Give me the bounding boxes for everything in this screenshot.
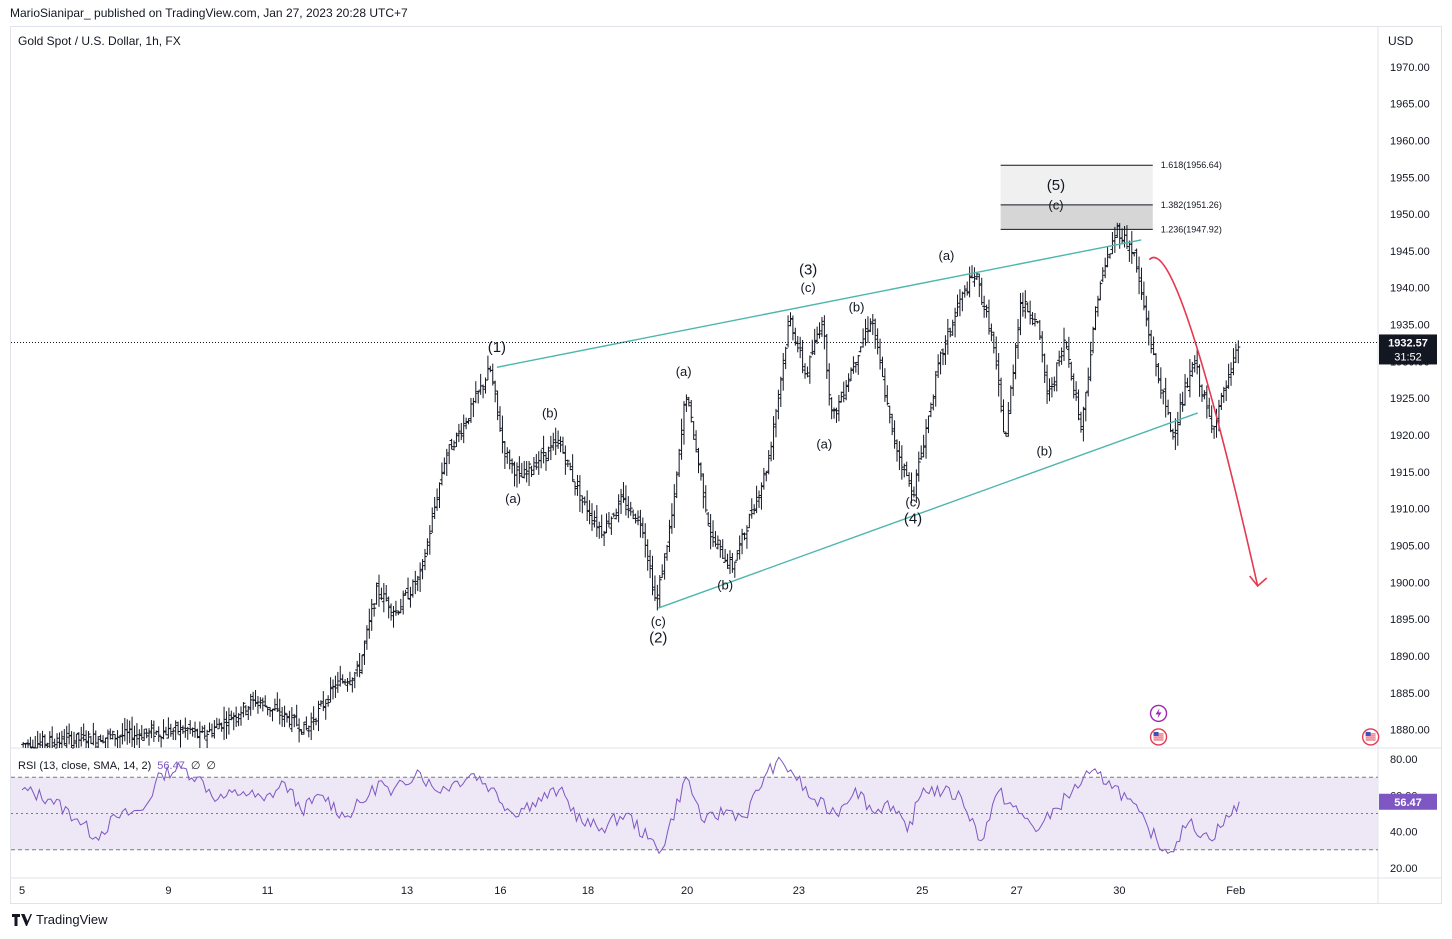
price-tick-label: 1945.00 <box>1390 246 1430 258</box>
wave-label-major[interactable]: (4) <box>904 510 922 527</box>
fib-level-label: 1.618(1956.64) <box>1161 160 1222 170</box>
wave-label-minor[interactable]: (b) <box>717 578 733 593</box>
price-tick-label: 1955.00 <box>1390 172 1430 184</box>
price-tick-label: 1905.00 <box>1390 540 1430 552</box>
wave-label-minor[interactable]: (b) <box>542 405 558 420</box>
time-tick-label: 25 <box>916 885 928 897</box>
price-tick-label: 1940.00 <box>1390 283 1430 295</box>
trendline-lower[interactable] <box>658 412 1198 609</box>
price-tick-label: 1920.00 <box>1390 430 1430 442</box>
wave-label-minor[interactable]: (c) <box>651 614 666 629</box>
bar-countdown-label: 31:52 <box>1394 351 1422 363</box>
time-tick-label: 9 <box>165 885 171 897</box>
price-tick-label: 1950.00 <box>1390 209 1430 221</box>
time-tick-label: 13 <box>401 885 413 897</box>
wave-label-minor[interactable]: (a) <box>816 436 832 451</box>
wave-label-major[interactable]: (3) <box>799 261 817 278</box>
rsi-tick-label: 20.00 <box>1390 863 1418 875</box>
wedge-trendlines[interactable] <box>496 239 1198 609</box>
wave-label-major[interactable]: (5) <box>1047 177 1065 194</box>
fib-zone-lower <box>1000 204 1153 230</box>
rsi-placeholder-2: ∅ <box>206 760 216 772</box>
price-axis[interactable]: 1880.00 1885.00 1890.00 1895.00 1900.00 1905.… <box>1390 62 1430 737</box>
price-tick-label: 1925.00 <box>1390 393 1430 405</box>
fib-zone-upper <box>1000 165 1153 205</box>
rsi-value-label: 56.47 <box>1394 797 1422 809</box>
lightning-icon[interactable] <box>1149 704 1168 723</box>
time-tick-label: 30 <box>1113 885 1125 897</box>
tradingview-logo-icon <box>12 913 32 926</box>
projection-curve[interactable] <box>1148 256 1259 587</box>
rsi-title-text: RSI (13, close, SMA, 14, 2) <box>18 760 151 772</box>
last-price-label: 1932.57 <box>1388 337 1428 349</box>
wave-label-major[interactable]: (2) <box>649 630 667 647</box>
event-icons[interactable] <box>1149 704 1380 746</box>
footer-brand[interactable]: TradingView <box>12 912 108 927</box>
chart-frame[interactable] <box>10 26 1442 904</box>
wave-label-minor[interactable]: (a) <box>676 364 692 379</box>
price-tick-label: 1900.00 <box>1390 577 1430 589</box>
price-tick-label: 1965.00 <box>1390 99 1430 111</box>
time-tick-label: 11 <box>262 885 273 897</box>
candlestick-series <box>21 222 1241 749</box>
time-tick-label: 27 <box>1011 885 1023 897</box>
publish-info: MarioSianipar_ published on TradingView.… <box>10 6 408 20</box>
us-flag-icon[interactable] <box>1361 728 1380 746</box>
currency-label: USD <box>1388 34 1414 48</box>
price-tick-label: 1890.00 <box>1390 651 1430 663</box>
wave-label-major[interactable]: (1) <box>488 339 506 356</box>
projection-arrow[interactable] <box>1148 256 1268 588</box>
time-axis[interactable]: 5 9 11 13 16 18 20 23 25 27 30 Feb <box>19 885 1245 897</box>
trendline-upper[interactable] <box>496 239 1142 368</box>
wave-label-minor[interactable]: (c) <box>905 494 920 509</box>
price-tick-label: 1915.00 <box>1390 467 1430 479</box>
rsi-line <box>21 756 1240 855</box>
projection-arrowhead <box>1249 575 1268 588</box>
price-tick-label: 1970.00 <box>1390 62 1430 74</box>
price-tick-label: 1885.00 <box>1390 688 1430 700</box>
wave-labels[interactable]: (1)(a)(b)(c)(2)(a)(b)(3)(c)(a)(b)(c)(4)(… <box>488 177 1065 647</box>
time-tick-label: 16 <box>494 885 506 897</box>
wave-label-minor[interactable]: (c) <box>1048 198 1063 213</box>
rsi-title: RSI (13, close, SMA, 14, 2) 56.47 ∅ ∅ <box>18 760 216 772</box>
price-tick-label: 1960.00 <box>1390 135 1430 147</box>
rsi-band-fill <box>11 777 1378 850</box>
time-tick-label: 18 <box>582 885 594 897</box>
wave-label-minor[interactable]: (b) <box>849 299 865 314</box>
wave-label-minor[interactable]: (b) <box>1036 444 1052 459</box>
rsi-tick-label: 80.00 <box>1390 754 1418 766</box>
last-price-box <box>1379 334 1437 365</box>
rsi-placeholder-1: ∅ <box>191 760 201 772</box>
fib-level-label: 1.236(1947.92) <box>1161 224 1222 234</box>
wave-label-minor[interactable]: (c) <box>801 280 816 295</box>
footer-brand-label: TradingView <box>36 912 108 927</box>
wave-label-minor[interactable]: (a) <box>505 491 521 506</box>
time-tick-label: 5 <box>19 885 25 897</box>
fib-extension-boxes[interactable]: 1.236(1947.92) 1.382(1951.26) 1.618(1956.6… <box>1000 160 1222 234</box>
us-flag-icon[interactable] <box>1149 728 1168 746</box>
price-tick-label: 1910.00 <box>1390 504 1430 516</box>
time-tick-label: Feb <box>1226 885 1245 897</box>
fib-level-label: 1.382(1951.26) <box>1161 200 1222 210</box>
price-tick-label: 1880.00 <box>1390 725 1430 737</box>
rsi-value-box <box>1379 793 1437 810</box>
price-tick-label: 1895.00 <box>1390 614 1430 626</box>
chart-title: Gold Spot / U.S. Dollar, 1h, FX <box>18 34 181 48</box>
time-tick-label: 23 <box>793 885 805 897</box>
rsi-title-value: 56.47 <box>157 760 185 772</box>
price-tick-label: 1935.00 <box>1390 320 1430 332</box>
time-tick-label: 20 <box>681 885 693 897</box>
wave-label-minor[interactable]: (a) <box>939 248 955 263</box>
rsi-tick-label: 40.00 <box>1390 827 1418 839</box>
